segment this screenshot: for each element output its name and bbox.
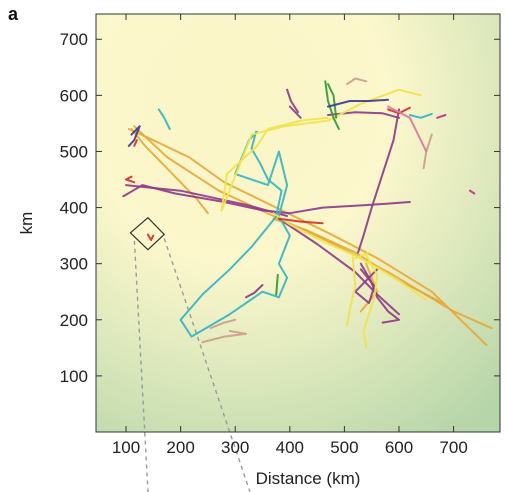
plot-area <box>96 14 500 432</box>
y-axis: 100 200 300 400 500 600 700 <box>60 30 500 386</box>
trajectory-purple-14 <box>286 88 299 114</box>
trajectory-purple-13 <box>245 284 264 299</box>
trajectory-red-32 <box>146 233 155 242</box>
x-tick-label: 600 <box>385 438 413 457</box>
trajectory-yellow-19 <box>220 116 329 212</box>
trajectory-orange-1 <box>130 128 209 215</box>
trajectory-cyan-17 <box>157 108 171 130</box>
x-tick-label: 400 <box>276 438 304 457</box>
x-tick-label: 300 <box>221 438 249 457</box>
x-tick-label: 100 <box>112 438 140 457</box>
trajectory-yellow-20 <box>220 88 422 212</box>
trajectory-magenta-39 <box>436 114 447 119</box>
y-tick-label: 600 <box>60 86 88 105</box>
inset-box <box>129 216 166 251</box>
trajectory-cyan-18 <box>408 112 433 119</box>
trajectory-tan-35 <box>201 330 248 344</box>
x-tick-label: 500 <box>330 438 358 457</box>
y-tick-label: 500 <box>60 142 88 161</box>
trajectory-navy-34 <box>327 98 390 108</box>
trajectory-navy-33 <box>127 125 141 147</box>
plot-frame <box>95 13 501 433</box>
trajectory-green-25 <box>324 80 340 130</box>
y-tick-label: 300 <box>60 255 88 274</box>
y-tick-label: 200 <box>60 311 88 330</box>
panel-label: a <box>8 4 19 24</box>
x-tick-label: 200 <box>166 438 194 457</box>
y-tick-label: 100 <box>60 367 88 386</box>
trajectory-purple-11 <box>357 108 400 254</box>
x-tick-label: 700 <box>439 438 467 457</box>
trajectory-traces <box>122 77 493 349</box>
trajectory-purple-9 <box>354 268 379 304</box>
trajectory-red-28 <box>125 175 136 184</box>
inset-diamond <box>129 216 166 251</box>
trajectory-red-30 <box>277 217 324 225</box>
trajectory-red-29 <box>133 139 138 147</box>
trajectory-green-27 <box>275 273 279 296</box>
trajectory-green-26 <box>327 83 338 119</box>
y-tick-label: 400 <box>60 199 88 218</box>
trajectory-purple-12 <box>288 105 302 119</box>
y-tick-label: 700 <box>60 30 88 49</box>
inset-guide-lines <box>133 238 251 492</box>
trajectory-orange-0 <box>127 128 488 346</box>
trajectory-magenta-40 <box>469 189 476 195</box>
trajectory-yellow-22 <box>362 254 379 349</box>
trajectory-purple-6 <box>125 184 289 217</box>
trajectory-cyan-15 <box>179 130 291 338</box>
trajectory-purple-7 <box>277 217 400 316</box>
trajectory-yellow-23 <box>346 254 357 327</box>
guide-line-left <box>133 240 149 492</box>
trajectory-yellow-24 <box>354 251 370 260</box>
x-axis-label: Distance (km) <box>256 469 361 488</box>
trajectory-yellow-21 <box>272 212 428 302</box>
trajectory-cyan-16 <box>250 130 283 217</box>
trajectory-tan-37 <box>346 77 368 86</box>
x-axis: 100 200 300 400 500 600 700 <box>112 14 468 457</box>
trajectory-pink-41 <box>387 105 428 153</box>
trajectory-orange-4 <box>359 262 379 313</box>
y-axis-label: km <box>17 212 36 235</box>
trajectory-tan-36 <box>209 318 237 330</box>
